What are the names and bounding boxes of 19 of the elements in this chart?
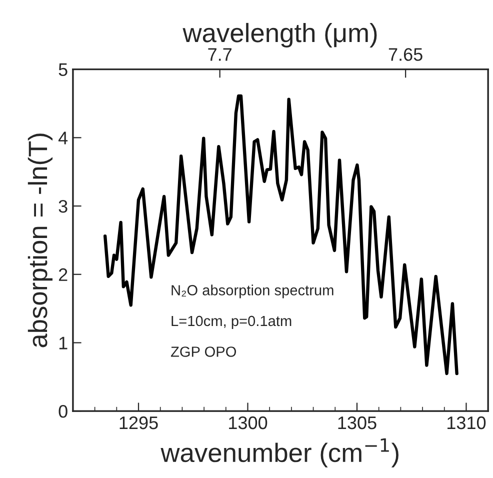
x2-tick-label: 7.65	[388, 48, 422, 61]
annotation: N₂O absorption spectrum	[172, 284, 334, 298]
y-tick-label: 3	[58, 200, 68, 213]
y-axis-title: absorption = -ln(T)	[28, 134, 53, 348]
x-axis-title: wavenumber (cm$^{−1}$)	[160, 438, 398, 468]
x-tick-label: 1310	[448, 416, 486, 430]
annotation: L=10cm, p=0.1atm	[172, 316, 292, 330]
x-tick-label: 1300	[229, 416, 268, 430]
y-tick-label: 1	[59, 336, 68, 350]
x2-tick-label: 7.7	[208, 48, 232, 61]
y-tick-label: 4	[58, 132, 68, 144]
x2-axis-title: wavelength (μm)	[182, 22, 377, 48]
y-tick-label: 2	[58, 268, 68, 281]
y-tick-label: 5	[58, 63, 68, 76]
annotation: ZGP OPO	[170, 346, 236, 357]
y-tick-label: 0	[58, 405, 68, 418]
x-tick-label: 1295	[120, 416, 158, 430]
line-series	[103, 94, 458, 376]
x-tick-label: 1305	[338, 416, 376, 430]
